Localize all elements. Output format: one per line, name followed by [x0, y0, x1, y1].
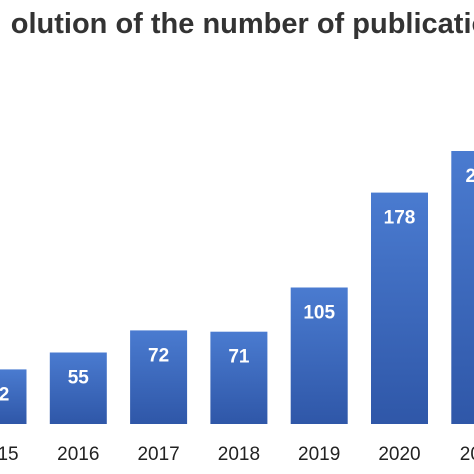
data-label-2021: 2 — [466, 166, 474, 187]
chart-title: olution of the number of publicatio — [10, 8, 474, 40]
data-label-2018: 71 — [228, 347, 250, 368]
x-tick-2018: 2018 — [218, 444, 260, 465]
bar-2015 — [0, 369, 27, 424]
x-tick-2021: 20 — [460, 444, 474, 465]
data-label-2017: 72 — [148, 345, 169, 366]
data-label-2016: 55 — [68, 368, 90, 389]
bar-2017 — [130, 330, 188, 424]
bar-2018 — [210, 331, 268, 424]
x-tick-2020: 2020 — [378, 444, 420, 465]
bar-2019 — [290, 287, 348, 424]
data-label-2019: 105 — [303, 303, 335, 324]
data-label-2020: 178 — [384, 208, 416, 229]
bar-2021 — [451, 151, 474, 424]
x-tick-2016: 2016 — [57, 444, 99, 465]
bar-2016 — [49, 352, 107, 424]
x-tick-2015: 15 — [0, 444, 19, 465]
x-tick-2017: 2017 — [137, 444, 179, 465]
x-tick-2019: 2019 — [298, 444, 340, 465]
bar-2020 — [371, 192, 428, 424]
data-label-2015: 2 — [0, 384, 9, 405]
